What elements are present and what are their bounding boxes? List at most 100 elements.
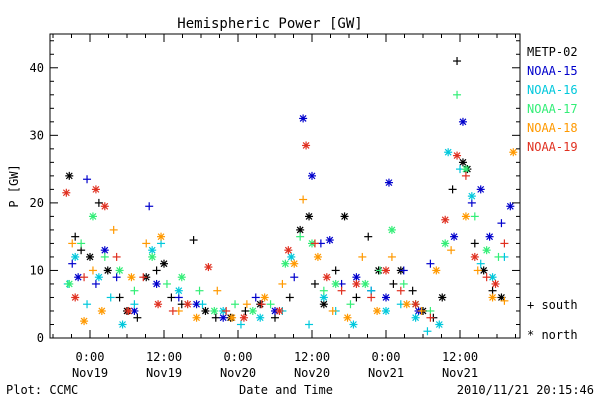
data-point-metp-02-south bbox=[152, 266, 161, 275]
data-point-noaa-18-south bbox=[473, 266, 482, 275]
data-point-noaa-19-south bbox=[337, 286, 346, 295]
data-point-noaa-15-north bbox=[308, 171, 316, 180]
data-point-noaa-19-north bbox=[91, 185, 100, 194]
data-point-metp-02-south bbox=[189, 236, 198, 245]
data-point-noaa-16-north bbox=[287, 252, 296, 261]
data-point-metp-02-south bbox=[408, 286, 417, 295]
data-point-metp-02-south bbox=[352, 293, 361, 302]
data-point-noaa-17-north bbox=[482, 246, 491, 255]
data-point-noaa-15-south bbox=[290, 273, 299, 282]
data-point-noaa-19-south bbox=[222, 306, 231, 315]
data-point-noaa-19-north bbox=[470, 252, 479, 261]
data-point-noaa-19-north bbox=[154, 300, 163, 309]
y-axis: 0 10 20 30 40 bbox=[30, 40, 520, 345]
x-tick-time: 0:00 bbox=[76, 350, 105, 364]
data-point-metp-02-south bbox=[488, 286, 497, 295]
data-point-noaa-17-south bbox=[77, 239, 86, 248]
data-point-noaa-18-south bbox=[299, 195, 308, 204]
y-tick-label: 30 bbox=[30, 128, 44, 142]
data-point-noaa-15-south bbox=[83, 175, 92, 184]
data-point-noaa-15-south bbox=[174, 293, 183, 302]
x-tick-time: 12:00 bbox=[294, 350, 330, 364]
data-point-metp-02-north bbox=[497, 293, 506, 302]
legend-entry-noaa-16: NOAA-16 bbox=[527, 83, 578, 97]
data-point-noaa-16-north bbox=[467, 192, 476, 201]
data-point-noaa-18-north bbox=[157, 232, 166, 241]
data-point-noaa-16-north bbox=[488, 273, 497, 282]
data-point-noaa-17-north bbox=[115, 266, 124, 275]
data-point-noaa-18-north bbox=[127, 273, 136, 282]
data-point-noaa-19-north bbox=[322, 273, 331, 282]
x-axis-label: Date and Time bbox=[239, 383, 333, 397]
data-point-noaa-18-north bbox=[509, 148, 518, 157]
data-point-noaa-16-north bbox=[435, 320, 444, 329]
data-point-noaa-16-south bbox=[106, 293, 115, 302]
data-point-noaa-19-south bbox=[500, 239, 509, 248]
data-point-noaa-15-south bbox=[426, 259, 435, 268]
data-point-noaa-15-north bbox=[450, 232, 459, 241]
data-point-noaa-19-south bbox=[396, 286, 405, 295]
data-point-noaa-17-south bbox=[231, 300, 240, 309]
data-point-noaa-19-north bbox=[302, 141, 311, 150]
x-tick-date: Nov21 bbox=[442, 366, 478, 380]
data-point-noaa-17-south bbox=[453, 90, 462, 99]
data-point-noaa-18-north bbox=[343, 313, 352, 322]
legend: METP-02 NOAA-15 NOAA-16 NOAA-17 NOAA-18 NOAA-… bbox=[527, 45, 578, 154]
y-tick-label: 0 bbox=[37, 331, 44, 345]
data-point-metp-02-south bbox=[241, 306, 250, 315]
data-point-noaa-19-north bbox=[382, 266, 390, 275]
data-point-noaa-18-north bbox=[228, 313, 237, 322]
data-point-noaa-15-south bbox=[467, 198, 476, 207]
data-point-metp-02-north bbox=[65, 171, 74, 180]
data-point-noaa-15-south bbox=[399, 266, 408, 275]
data-point-metp-02-north bbox=[103, 266, 112, 275]
data-point-noaa-16-south bbox=[423, 327, 432, 336]
data-point-metp-02-south bbox=[133, 313, 142, 322]
data-point-noaa-18-north bbox=[80, 317, 89, 326]
data-point-metp-02-south bbox=[364, 232, 373, 241]
x-tick-date: Nov19 bbox=[146, 366, 182, 380]
data-point-noaa-18-south bbox=[142, 239, 151, 248]
data-point-noaa-15-north bbox=[382, 293, 390, 302]
data-point-noaa-17-south bbox=[426, 306, 435, 315]
data-point-metp-02-south bbox=[310, 279, 319, 288]
chart-title: Hemispheric Power [GW] bbox=[177, 16, 362, 32]
data-point-noaa-17-north bbox=[248, 306, 257, 315]
data-point-noaa-15-north bbox=[219, 313, 228, 322]
data-point-noaa-18-north bbox=[290, 259, 299, 268]
data-point-metp-02-south bbox=[389, 279, 398, 288]
data-point-noaa-16-north bbox=[256, 313, 265, 322]
x-axis: 0:00 Nov19 12:00 Nov19 0:00 Nov20 12:00 Nov20 0:… bbox=[52, 34, 516, 380]
data-point-metp-02-south bbox=[453, 57, 462, 66]
data-point-noaa-17-south bbox=[100, 252, 109, 261]
legend-entry-noaa-18: NOAA-18 bbox=[527, 121, 578, 135]
data-point-metp-02-north bbox=[296, 225, 305, 234]
data-point-metp-02-south bbox=[470, 239, 479, 248]
data-point-noaa-18-south bbox=[242, 300, 251, 309]
data-point-noaa-18-north bbox=[313, 252, 322, 261]
data-point-noaa-18-south bbox=[447, 246, 456, 255]
data-point-noaa-19-north bbox=[284, 246, 293, 255]
data-point-metp-02-north bbox=[319, 300, 328, 309]
data-point-metp-02-north bbox=[160, 259, 168, 268]
data-point-noaa-17-south bbox=[296, 232, 305, 241]
data-point-noaa-17-south bbox=[130, 286, 139, 295]
data-point-noaa-17-north bbox=[441, 239, 450, 248]
data-point-noaa-17-north bbox=[210, 306, 219, 315]
data-point-noaa-15-north bbox=[506, 202, 515, 211]
data-point-metp-02-north bbox=[458, 158, 467, 167]
y-axis-label: P [GW] bbox=[7, 164, 21, 207]
data-point-noaa-19-north bbox=[352, 279, 361, 288]
y-tick-label: 20 bbox=[30, 196, 44, 210]
data-point-noaa-16-north bbox=[444, 148, 453, 157]
data-point-noaa-16-north bbox=[94, 273, 103, 282]
data-point-noaa-17-north bbox=[65, 279, 74, 288]
data-point-noaa-15-north bbox=[352, 273, 361, 282]
data-point-noaa-18-south bbox=[278, 279, 287, 288]
data-point-noaa-15-north bbox=[325, 236, 334, 245]
data-point-noaa-19-north bbox=[453, 151, 462, 160]
x-tick-date: Nov20 bbox=[220, 366, 256, 380]
data-point-noaa-19-south bbox=[257, 300, 266, 309]
data-point-noaa-15-south bbox=[91, 279, 100, 288]
data-point-noaa-17-south bbox=[266, 300, 275, 309]
